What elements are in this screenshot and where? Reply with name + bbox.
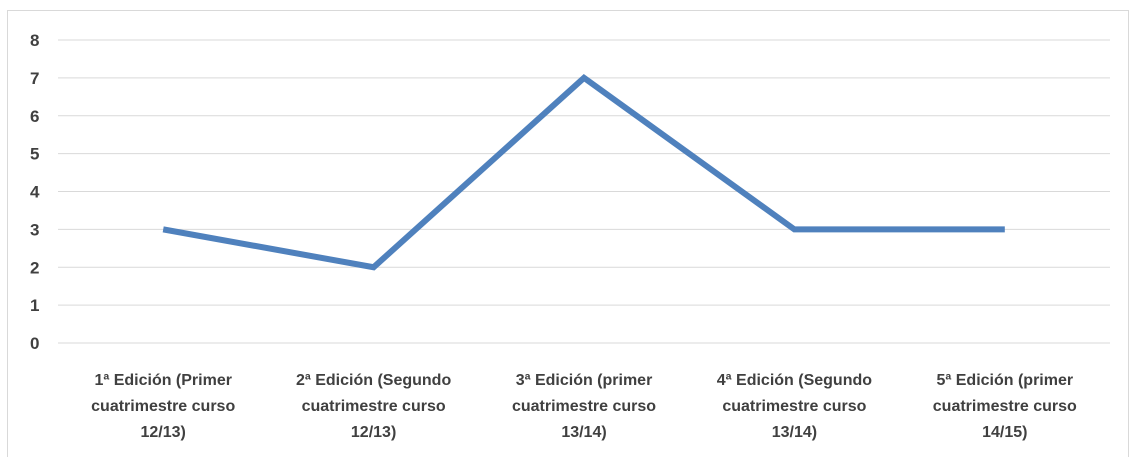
x-tick-label-line: cuatrimestre curso (512, 398, 656, 415)
series-layer (162, 74, 1005, 271)
y-tick-label: 4 (30, 183, 40, 202)
gridlines (58, 39, 1110, 344)
x-tick-label-line: cuatrimestre curso (302, 398, 446, 415)
x-axis-ticks: 1ª Edición (Primer cuatrimestre curso 12/1… (91, 372, 1077, 441)
y-tick-label: 3 (30, 220, 39, 239)
x-tick-label-line: cuatrimestre curso (91, 398, 235, 415)
x-tick-label-line: cuatrimestre curso (722, 398, 866, 415)
x-tick-label-line: 4ª Edición (Segundo (717, 372, 872, 389)
x-tick-label: 4ª Edición (Segundo cuatrimestre curso 13/… (717, 372, 872, 441)
x-tick-label-line: 3ª Edición (primer (516, 372, 653, 389)
y-axis-ticks: 0 1 2 3 4 5 6 7 8 (30, 31, 40, 353)
chart-border-top (7, 10, 1129, 11)
x-tick-label-line: 2ª Edición (Segundo (296, 372, 451, 389)
x-tick-label-line: 13/14) (561, 424, 606, 441)
series-line-0 (162, 74, 1005, 271)
y-tick-label: 0 (30, 334, 39, 353)
y-tick-label: 7 (30, 69, 39, 88)
x-tick-label: 2ª Edición (Segundo cuatrimestre curso 12/… (296, 372, 451, 441)
chart-border-left (7, 10, 8, 457)
x-tick-label: 3ª Edición (primer cuatrimestre curso 13/1… (512, 372, 656, 441)
x-tick-label-line: 5ª Edición (primer (936, 372, 1073, 389)
x-tick-label-line: cuatrimestre curso (933, 398, 1077, 415)
y-tick-label: 6 (30, 107, 39, 126)
y-tick-label: 1 (30, 296, 39, 315)
x-tick-label-line: 12/13) (351, 424, 396, 441)
x-tick-label-line: 13/14) (772, 424, 817, 441)
x-tick-label: 5ª Edición (primer cuatrimestre curso 14/1… (933, 372, 1077, 441)
x-tick-label: 1ª Edición (Primer cuatrimestre curso 12/1… (91, 372, 235, 441)
x-tick-label-line: 1ª Edición (Primer (94, 372, 232, 389)
x-tick-label-line: 12/13) (141, 424, 186, 441)
y-tick-label: 2 (30, 258, 39, 277)
y-tick-label: 8 (30, 31, 39, 50)
y-tick-label: 5 (30, 145, 39, 164)
x-tick-label-line: 14/15) (982, 424, 1027, 441)
